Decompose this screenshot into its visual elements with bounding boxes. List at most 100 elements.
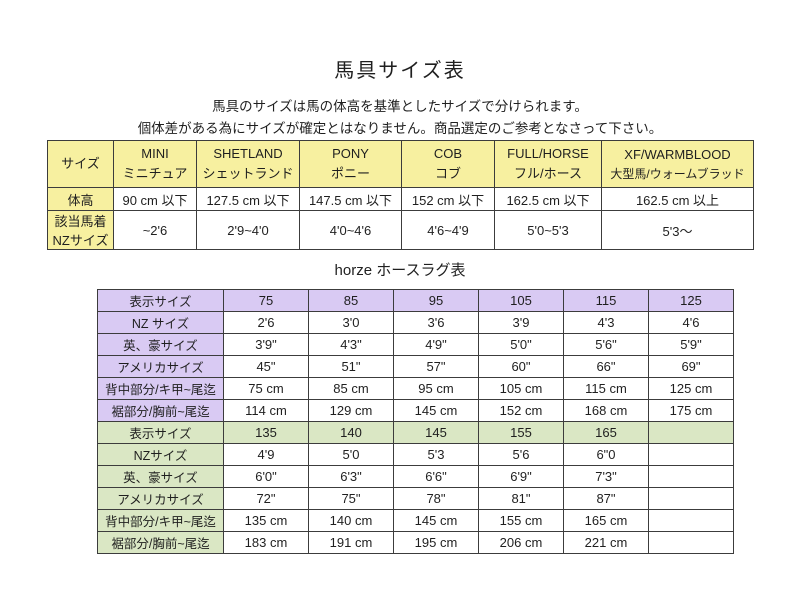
table-cell: 72" [223,487,309,510]
column-name-en: SHETLAND [213,145,283,161]
table-cell: 51" [308,355,394,378]
table-cell: 90 cm 以下 [113,187,197,211]
table-cell: 195 cm [393,531,479,554]
row-label: 英、豪サイズ [97,333,224,356]
table-cell: 221 cm [563,531,649,554]
table-cell: 6"0 [563,443,649,466]
column-header-pony: PONY ポニー [299,140,402,188]
table-cell: 125 cm [648,377,734,400]
description-line-2: 個体差がある為にサイズが確定とはなりません。商品選定のご参考となさって下さい。 [137,121,663,136]
table-cell: 69" [648,355,734,378]
table-cell: 85 [308,289,394,312]
table-cell: 87" [563,487,649,510]
table-cell: 45" [223,355,309,378]
page-title: 馬具サイズ表 [334,60,466,82]
us-size-row: アメリカサイズ 45" 51" 57" 60" 66" 69" [97,355,734,378]
column-name-ja: コブ [434,166,461,181]
table-cell: 105 [478,289,564,312]
back-length-row: 背中部分/キ甲~尾迄 135 cm 140 cm 145 cm 155 cm 1… [97,509,734,532]
table-cell: 4'9 [223,443,309,466]
table-cell: 114 cm [223,399,309,422]
row-label-height: 体高 [47,187,114,211]
row-label: アメリカサイズ [97,355,224,378]
nz-size-row: NZ サイズ 2'6 3'0 3'6 3'9 4'3 4'6 [97,311,734,334]
table-cell [648,443,734,466]
column-name-en: XF/WARMBLOOD [624,146,731,162]
table-cell: 3'9 [478,311,564,334]
table-cell [648,487,734,510]
table-cell: 155 cm [478,509,564,532]
size-table-header-row: サイズ MINI ミニチュア SHETLAND シェットランド PONY ポニー… [47,140,754,188]
table-cell: 147.5 cm 以下 [299,187,402,211]
column-header-shetland: SHETLAND シェットランド [196,140,300,188]
table-cell [648,421,734,444]
column-name-en: PONY [332,145,369,161]
table-cell: 162.5 cm 以上 [601,187,754,211]
row-label: 背中部分/キ甲~尾迄 [97,377,224,400]
row-label: 背中部分/キ甲~尾迄 [97,509,224,532]
table-cell: 155 [478,421,564,444]
table-cell: 75 [223,289,309,312]
table-cell [648,509,734,532]
table-cell: 5'0" [478,333,564,356]
table-cell: 95 cm [393,377,479,400]
horse-size-table: サイズ MINI ミニチュア SHETLAND シェットランド PONY ポニー… [47,140,754,250]
table-cell: 5'0~5'3 [494,210,602,250]
corner-label: サイズ [47,140,114,188]
column-header-xf-warmblood: XF/WARMBLOOD 大型馬/ウォームブラッド [601,140,754,188]
column-name-en: COB [433,145,463,161]
table-cell: 162.5 cm 以下 [494,187,602,211]
table-cell: 81" [478,487,564,510]
table-cell: 206 cm [478,531,564,554]
table-cell: 183 cm [223,531,309,554]
table-cell: 140 [308,421,394,444]
table-cell: 85 cm [308,377,394,400]
table-cell: 95 [393,289,479,312]
table-cell: 152 cm [478,399,564,422]
table-cell: ~2'6 [113,210,197,250]
column-name-ja: ミニチュア [122,166,188,181]
table-cell: 3'0 [308,311,394,334]
column-header-full-horse: FULL/HORSE フル/ホース [494,140,602,188]
table-cell: 140 cm [308,509,394,532]
column-name-en: MINI [141,145,169,161]
table-cell: 4'6~4'9 [401,210,495,250]
table-cell: 3'9" [223,333,309,356]
table-cell: 2'6 [223,311,309,334]
table-cell: 127.5 cm 以下 [196,187,300,211]
uk-au-size-row: 英、豪サイズ 3'9" 4'3" 4'9" 5'0" 5'6" 5'9" [97,333,734,356]
table-cell: 4'0~4'6 [299,210,402,250]
row-label-line: NZサイズ [52,233,109,248]
table-cell: 145 cm [393,399,479,422]
table-cell: 7'3" [563,465,649,488]
table-cell: 78" [393,487,479,510]
table-cell: 191 cm [308,531,394,554]
table-cell: 4'3" [308,333,394,356]
table-cell: 5'0 [308,443,394,466]
row-label: 裾部分/胸前~尾迄 [97,399,224,422]
table-cell: 2'9~4'0 [196,210,300,250]
table-cell: 165 cm [563,509,649,532]
column-name-ja: ポニー [330,166,370,181]
row-label: 表示サイズ [97,421,224,444]
table-cell: 5'3 [393,443,479,466]
row-label: NZ サイズ [97,311,224,334]
uk-au-size-row: 英、豪サイズ 6'0" 6'3" 6'6" 6'9" 7'3" [97,465,734,488]
back-length-row: 背中部分/キ甲~尾迄 75 cm 85 cm 95 cm 105 cm 115 … [97,377,734,400]
row-label-line: 該当馬着 [54,214,107,229]
nz-size-row: 該当馬着 NZサイズ ~2'6 2'9~4'0 4'0~4'6 4'6~4'9 … [47,210,754,250]
table-cell: 175 cm [648,399,734,422]
rug-table-title: horze ホースラグ表 [334,262,466,279]
column-header-mini: MINI ミニチュア [113,140,197,188]
table-cell: 135 [223,421,309,444]
table-cell: 4'3 [563,311,649,334]
display-size-row: 表示サイズ 75 85 95 105 115 125 [97,289,734,312]
table-cell: 145 [393,421,479,444]
table-cell [648,531,734,554]
row-label: 英、豪サイズ [97,465,224,488]
table-cell: 6'9" [478,465,564,488]
nz-size-row: NZサイズ 4'9 5'0 5'3 5'6 6"0 [97,443,734,466]
table-cell: 60" [478,355,564,378]
column-name-ja: 大型馬/ウォームブラッド [610,166,745,181]
table-cell: 125 [648,289,734,312]
